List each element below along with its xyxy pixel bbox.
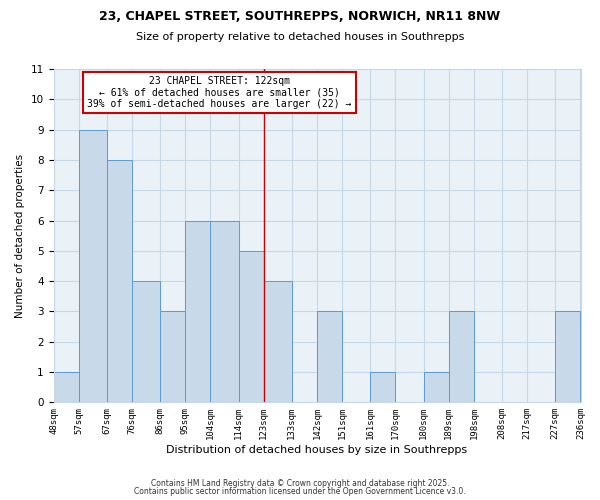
- Bar: [132, 281, 160, 402]
- Text: Contains public sector information licensed under the Open Government Licence v3: Contains public sector information licen…: [134, 487, 466, 496]
- Bar: [424, 372, 449, 402]
- Bar: [264, 281, 292, 402]
- Text: 23 CHAPEL STREET: 122sqm
← 61% of detached houses are smaller (35)
39% of semi-d: 23 CHAPEL STREET: 122sqm ← 61% of detach…: [88, 76, 352, 109]
- X-axis label: Distribution of detached houses by size in Southrepps: Distribution of detached houses by size …: [166, 445, 467, 455]
- Bar: [107, 160, 132, 402]
- Y-axis label: Number of detached properties: Number of detached properties: [15, 154, 25, 318]
- Bar: [370, 372, 395, 402]
- Bar: [53, 372, 79, 402]
- Text: Size of property relative to detached houses in Southrepps: Size of property relative to detached ho…: [136, 32, 464, 42]
- Bar: [79, 130, 107, 402]
- Bar: [211, 220, 239, 402]
- Bar: [239, 251, 264, 402]
- Bar: [160, 312, 185, 402]
- Bar: [449, 312, 474, 402]
- Bar: [317, 312, 342, 402]
- Text: 23, CHAPEL STREET, SOUTHREPPS, NORWICH, NR11 8NW: 23, CHAPEL STREET, SOUTHREPPS, NORWICH, …: [100, 10, 500, 23]
- Text: Contains HM Land Registry data © Crown copyright and database right 2025.: Contains HM Land Registry data © Crown c…: [151, 478, 449, 488]
- Bar: [555, 312, 580, 402]
- Bar: [185, 220, 211, 402]
